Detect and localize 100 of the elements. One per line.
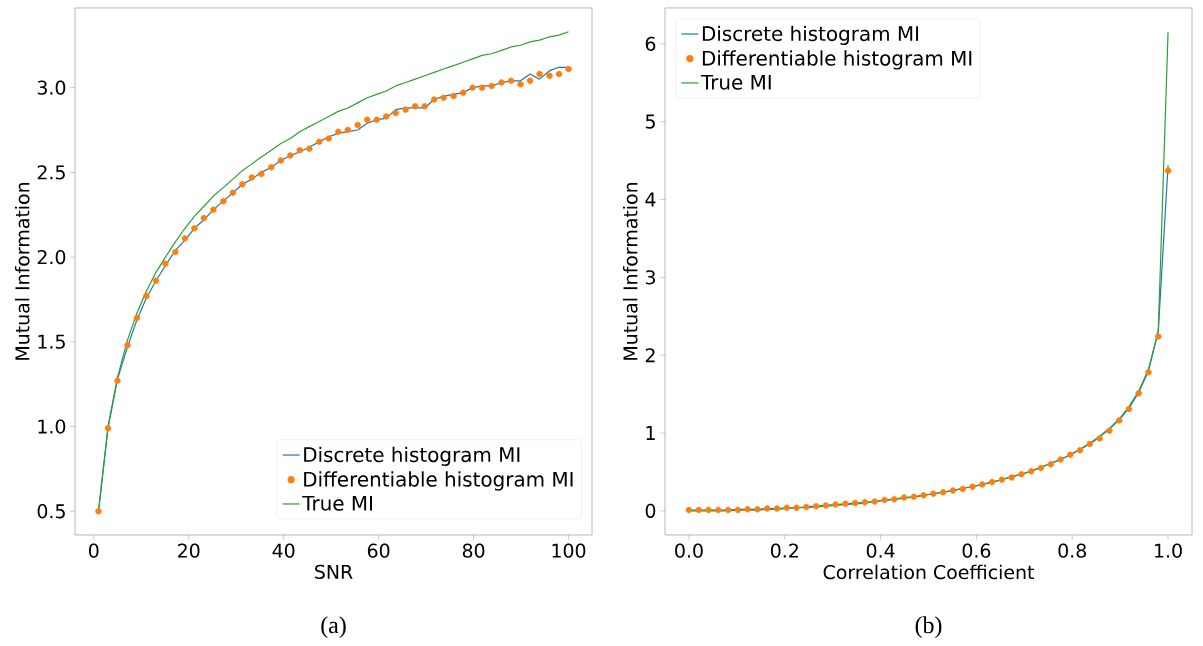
x-tick-label: 0.6 (962, 543, 991, 558)
y-tick-label: 0 (645, 503, 656, 519)
point (1135, 390, 1142, 397)
point (1018, 471, 1025, 478)
point (306, 145, 313, 152)
point (851, 499, 859, 507)
point (1037, 464, 1045, 472)
point (832, 501, 839, 508)
point (891, 495, 898, 503)
y-tick-label: 1.0 (38, 419, 66, 434)
point (949, 487, 957, 494)
point (783, 504, 790, 511)
point (1096, 435, 1103, 442)
x-tick-label: 80 (462, 543, 485, 558)
x-tick-label: 0.0 (675, 543, 703, 558)
point (969, 483, 976, 490)
point (181, 235, 189, 242)
point (210, 206, 217, 213)
point (373, 116, 380, 124)
y-tick-label: 2.0 (37, 249, 66, 265)
y-tick-label: 3 (645, 270, 655, 285)
point (1067, 451, 1074, 458)
y-tick-label: 1.5 (38, 334, 65, 349)
point (705, 506, 712, 514)
point (133, 314, 141, 322)
point (152, 277, 160, 285)
point (744, 506, 751, 513)
x-tick-label: 60 (367, 543, 390, 558)
point (124, 342, 131, 349)
point (536, 70, 543, 78)
point (920, 492, 927, 499)
point (335, 128, 342, 135)
y-axis-title: Mutual Information (14, 182, 30, 360)
legend-label: True MI (302, 495, 372, 511)
point (1047, 460, 1054, 468)
point (546, 72, 553, 79)
point (287, 152, 294, 159)
point (764, 505, 771, 512)
point (200, 214, 208, 222)
x-tick-label: 0.2 (770, 543, 798, 558)
x-axis-title: SNR (315, 564, 353, 579)
point (998, 476, 1006, 483)
point (402, 106, 409, 113)
point (724, 506, 732, 514)
point (191, 225, 198, 232)
point (910, 493, 918, 501)
point (229, 189, 237, 196)
point (734, 506, 742, 514)
point (1027, 467, 1035, 475)
point (296, 147, 303, 154)
point (695, 506, 702, 514)
point (812, 502, 820, 510)
point (364, 116, 371, 124)
point (114, 377, 121, 384)
x-tick-label: 0.8 (1058, 543, 1086, 558)
point (754, 506, 761, 513)
x-tick-label: 100 (552, 543, 586, 558)
point (162, 260, 169, 268)
point (803, 503, 810, 511)
y-axis-title: Mutual Information (622, 182, 638, 360)
x-tick-label: 1.0 (1155, 543, 1182, 558)
text: (b) (915, 616, 942, 639)
point (325, 135, 332, 142)
point (344, 126, 351, 134)
point (861, 499, 869, 506)
point (930, 490, 937, 497)
point (939, 488, 947, 496)
x-tick-label: 20 (178, 543, 200, 558)
point (1086, 440, 1094, 448)
point (517, 81, 524, 88)
y-tick-label: 2.5 (37, 165, 65, 180)
point (900, 494, 908, 501)
point (988, 478, 996, 486)
y-tick-label: 5 (645, 114, 655, 129)
y-tick-label: 1 (646, 426, 655, 440)
legend-label: Differentiable histogram MI (702, 50, 972, 70)
point (871, 498, 878, 505)
point (715, 506, 722, 514)
point (488, 82, 495, 90)
point (842, 500, 849, 508)
point (498, 79, 505, 86)
y-tick-label: 0.5 (37, 504, 65, 519)
point (143, 292, 150, 300)
point (822, 502, 830, 509)
point (277, 157, 285, 164)
point (1164, 167, 1172, 174)
point (459, 89, 467, 96)
point (507, 77, 515, 85)
point (469, 84, 476, 91)
point (383, 113, 390, 120)
point (773, 505, 781, 512)
x-axis-title: Correlation Coefficient (823, 564, 1034, 580)
point (1145, 369, 1152, 376)
y-tick-label: 2 (645, 348, 655, 363)
point (220, 197, 227, 205)
point (478, 84, 486, 91)
y-tick-label: 4 (645, 192, 656, 207)
point (685, 506, 693, 514)
point (258, 170, 265, 178)
point (1125, 405, 1133, 413)
